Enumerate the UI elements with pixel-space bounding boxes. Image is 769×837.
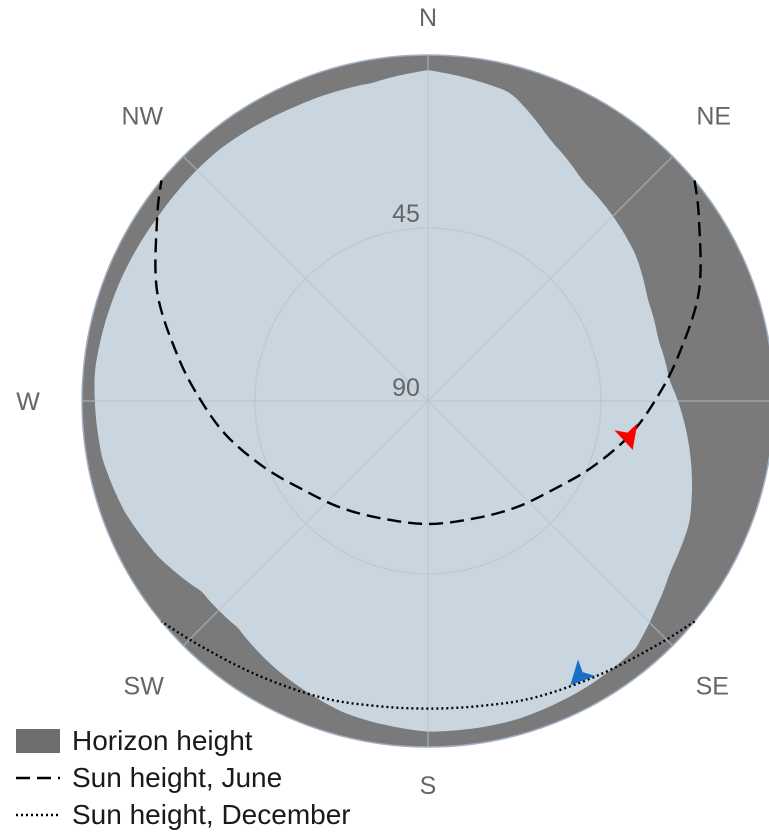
chart-outline (81, 54, 769, 748)
legend-label-horizon: Horizon height (72, 724, 253, 756)
sun-path-december (160, 620, 696, 710)
compass-label-ne: NE (696, 102, 731, 130)
december-sun-marker-shape (570, 659, 596, 686)
chart-legend: Horizon height Sun height, June Sun heig… (16, 722, 351, 833)
sun-path-series (154, 180, 702, 710)
legend-swatch-december (16, 803, 60, 827)
legend-item-june: Sun height, June (16, 759, 351, 796)
grid-ring-45 (254, 227, 602, 575)
june-sun-marker (614, 423, 638, 450)
outline-circle (81, 54, 769, 748)
compass-label-n: N (419, 4, 437, 32)
polar-grid (82, 55, 769, 747)
compass-label-nw: NW (121, 102, 163, 130)
legend-label-june: Sun height, June (72, 761, 283, 793)
sun-markers (570, 423, 638, 686)
legend-swatch-june (16, 766, 60, 790)
compass-label-sw: SW (124, 672, 165, 700)
legend-label-december: Sun height, December (72, 798, 351, 830)
compass-label-s: S (420, 772, 437, 800)
june-sun-marker-shape (614, 423, 638, 450)
december-sun-marker (570, 659, 596, 686)
legend-item-december: Sun height, December (16, 796, 351, 833)
legend-swatch-horizon (16, 728, 60, 753)
grid-spoke-135 (182, 155, 674, 647)
sun-path-june (154, 180, 702, 526)
legend-item-horizon: Horizon height (16, 722, 351, 759)
compass-label-w: W (16, 388, 40, 416)
radial-tick-label-45: 45 (392, 200, 420, 228)
compass-label-se: SE (696, 672, 729, 700)
radial-tick-label-90: 90 (392, 374, 420, 402)
